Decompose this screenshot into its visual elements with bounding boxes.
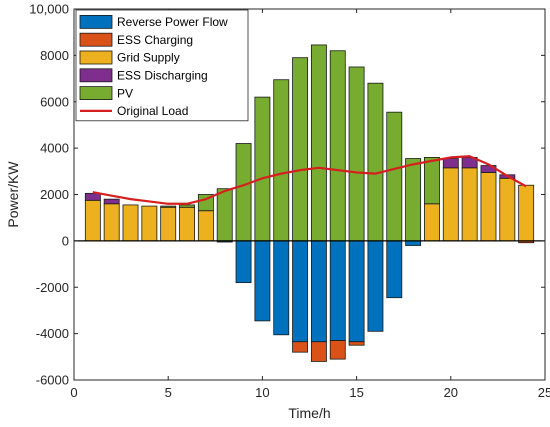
bar-ess-discharging-2	[103, 198, 120, 205]
bar-pv-11	[273, 79, 290, 242]
bar-reverse-power-flow-14	[329, 240, 346, 341]
y-tick-label: -6000	[36, 373, 69, 388]
bar-pv-8	[216, 188, 233, 242]
bar-pv-14	[329, 50, 346, 242]
legend-label-original-load: Original Load	[117, 104, 188, 118]
bar-ess-discharging-1	[84, 192, 101, 201]
legend-label-grid-supply: Grid Supply	[117, 51, 180, 65]
bar-grid-supply-5	[160, 206, 177, 242]
bar-ess-charging-14	[329, 340, 346, 360]
bar-ess-charging-13	[310, 341, 327, 362]
bar-pv-12	[292, 57, 309, 242]
axes-layer: 0 5 10 15 20 25 -6000 -4000 -2000 0 2000 4000 6000 80…	[29, 2, 550, 401]
bar-reverse-power-flow-16	[367, 240, 384, 332]
x-tick-label: 25	[538, 385, 550, 400]
legend: Reverse Power Flow ESS Charging Grid Suppl…	[75, 9, 249, 122]
bar-reverse-power-flow-11	[273, 240, 290, 336]
bar-grid-supply-6	[179, 206, 195, 242]
legend-label-reverse-power-flow: Reverse Power Flow	[117, 15, 228, 29]
y-tick-label: 8000	[40, 48, 69, 63]
bar-grid-supply-19	[424, 203, 440, 242]
bar-pv-10	[254, 96, 271, 242]
x-tick-label: 20	[444, 385, 458, 400]
bar-reverse-power-flow-17	[386, 240, 403, 299]
bar-grid-supply-22	[480, 172, 497, 242]
y-axis-label: Power/KW	[5, 161, 21, 228]
bar-reverse-power-flow-15	[348, 240, 365, 343]
legend-label-pv: PV	[117, 86, 133, 100]
bar-pv-9	[235, 143, 252, 242]
bar-grid-supply-4	[141, 205, 158, 242]
line-layer	[92, 155, 527, 205]
bar-grid-supply-20	[442, 167, 459, 242]
y-tick-label: 4000	[40, 141, 69, 156]
bar-grid-supply-3	[122, 204, 139, 242]
bar-grid-supply-7	[197, 210, 214, 242]
legend-swatch-ess-charging	[79, 32, 113, 47]
bar-ess-charging-12	[292, 341, 309, 353]
bar-reverse-power-flow-12	[292, 240, 309, 343]
bar-pv-17	[386, 111, 403, 242]
legend-label-ess-discharging: ESS Discharging	[117, 69, 208, 83]
legend-swatch-pv	[79, 86, 113, 100]
bar-ess-discharging-20	[442, 158, 459, 169]
x-tick-label: 15	[349, 385, 363, 400]
bar-pv-16	[367, 82, 384, 242]
y-tick-label: 10,000	[29, 2, 69, 17]
y-tick-label: 0	[62, 233, 69, 248]
bars-layer	[84, 44, 535, 362]
bar-reverse-power-flow-13	[310, 240, 327, 343]
bar-reverse-power-flow-10	[254, 240, 271, 322]
legend-swatch-reverse-power-flow	[79, 14, 113, 29]
bar-ess-charging-15	[348, 341, 365, 346]
legend-swatch-ess-discharging	[79, 68, 113, 83]
legend-label-ess-charging: ESS Charging	[117, 33, 193, 47]
bar-reverse-power-flow-18	[405, 240, 422, 246]
bar-pv-18	[405, 158, 422, 242]
bar-pv-15	[348, 66, 365, 242]
bar-pv-19	[424, 156, 440, 205]
y-tick-label: -4000	[36, 326, 69, 341]
bar-grid-supply-23	[499, 177, 516, 242]
x-tick-label: 0	[70, 385, 77, 400]
bar-reverse-power-flow-9	[235, 240, 252, 284]
bar-pv-6	[179, 204, 195, 208]
x-tick-label: 10	[255, 385, 269, 400]
y-tick-label: 2000	[40, 187, 69, 202]
bar-grid-supply-24	[518, 184, 535, 242]
line-original-load	[92, 155, 527, 205]
y-tick-label: 6000	[40, 94, 69, 109]
y-tick-label: -2000	[36, 280, 69, 295]
bar-grid-supply-1	[84, 199, 101, 242]
bar-grid-supply-2	[103, 203, 120, 242]
legend-swatch-grid-supply	[79, 50, 113, 65]
bar-pv-13	[310, 44, 327, 242]
x-tick-label: 5	[165, 385, 172, 400]
x-axis-label: Time/h	[288, 405, 330, 421]
bar-pv-5	[160, 205, 177, 208]
bar-grid-supply-21	[461, 167, 478, 242]
